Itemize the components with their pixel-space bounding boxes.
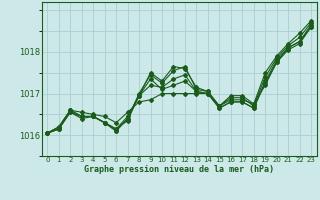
X-axis label: Graphe pression niveau de la mer (hPa): Graphe pression niveau de la mer (hPa) [84,165,274,174]
